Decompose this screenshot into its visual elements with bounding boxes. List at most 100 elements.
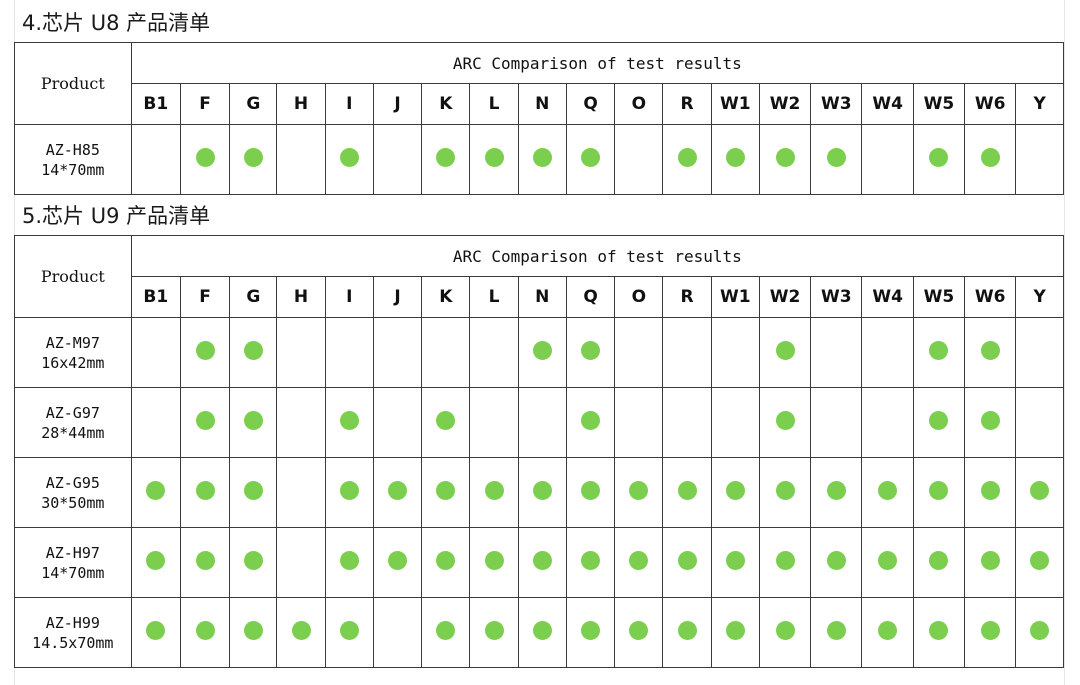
supported-dot-icon xyxy=(195,551,215,570)
supported-dot-icon xyxy=(243,341,263,360)
result-cell-w2 xyxy=(758,387,812,458)
supported-dot-icon xyxy=(532,148,552,167)
column-header-k: K xyxy=(421,276,471,318)
supported-dot-icon xyxy=(677,148,697,167)
result-cell-j xyxy=(372,387,423,458)
result-cell-r xyxy=(662,387,712,458)
section-title-u8: 4.芯片 U8 产品清单 xyxy=(22,11,211,35)
supported-dot-icon xyxy=(146,481,166,500)
supported-dot-icon xyxy=(929,341,949,360)
column-header-o: O xyxy=(614,83,664,125)
result-cell-w2 xyxy=(758,124,812,195)
table-row: AZ-G97 28*44mm xyxy=(14,387,1064,458)
section-title-u9: 5.芯片 U9 产品清单 xyxy=(22,204,211,228)
supported-dot-icon xyxy=(243,551,263,570)
column-header-w4: W4 xyxy=(861,83,914,125)
supported-dot-icon xyxy=(929,621,949,640)
result-cell-k xyxy=(421,457,471,528)
result-cell-i xyxy=(324,124,374,195)
result-cell-q xyxy=(565,124,616,195)
supported-dot-icon xyxy=(980,621,1000,640)
result-cell-q xyxy=(565,597,616,668)
result-cell-o xyxy=(614,527,664,598)
product-size: 16x42mm xyxy=(41,353,105,372)
result-cell-f xyxy=(179,387,231,458)
column-header-j: J xyxy=(372,83,423,125)
result-cell-w6 xyxy=(964,597,1017,668)
result-cell-w4 xyxy=(861,387,914,458)
supported-dot-icon xyxy=(436,411,456,430)
column-header-i: I xyxy=(324,276,374,318)
supported-dot-icon xyxy=(826,481,846,500)
result-cell-y xyxy=(1015,387,1064,458)
column-header-n: N xyxy=(517,276,567,318)
result-cell-w2 xyxy=(758,457,812,528)
product-model: AZ-H85 xyxy=(45,140,100,159)
result-cell-l xyxy=(469,527,519,598)
result-cell-k xyxy=(421,317,471,388)
product-model: AZ-M97 xyxy=(45,333,100,352)
column-header-r: R xyxy=(662,83,712,125)
product-size: 30*50mm xyxy=(41,493,105,512)
result-cell-w4 xyxy=(861,317,914,388)
result-cell-o xyxy=(614,597,664,668)
result-cell-i xyxy=(324,317,374,388)
column-header-f: F xyxy=(179,276,231,318)
result-cell-q xyxy=(565,317,616,388)
supported-dot-icon xyxy=(878,481,898,500)
product-model: AZ-H99 xyxy=(45,613,100,632)
supported-dot-icon xyxy=(436,481,456,500)
supported-dot-icon xyxy=(146,551,166,570)
column-header-w5: W5 xyxy=(912,83,966,125)
column-header-o: O xyxy=(614,276,664,318)
product-size: 14*70mm xyxy=(41,160,105,179)
supported-dot-icon xyxy=(484,481,504,500)
result-cell-w4 xyxy=(861,457,914,528)
product-cell: AZ-G97 28*44mm xyxy=(14,387,132,458)
product-model: AZ-G95 xyxy=(45,473,100,492)
supported-dot-icon xyxy=(388,551,408,570)
result-cell-q xyxy=(565,387,616,458)
result-cell-j xyxy=(372,527,423,598)
result-cell-w1 xyxy=(710,124,760,195)
result-cell-i xyxy=(324,597,374,668)
column-header-i: I xyxy=(324,83,374,125)
result-cell-l xyxy=(469,124,519,195)
supported-dot-icon xyxy=(629,481,649,500)
result-cell-o xyxy=(614,387,664,458)
comparison-caption: ARC Comparison of test results xyxy=(130,235,1065,277)
result-cell-i xyxy=(324,527,374,598)
column-header-w2: W2 xyxy=(758,83,812,125)
product-cell: AZ-H97 14*70mm xyxy=(14,527,132,598)
supported-dot-icon xyxy=(775,481,795,500)
supported-dot-icon xyxy=(195,481,215,500)
product-size: 14.5x70mm xyxy=(32,633,114,652)
supported-dot-icon xyxy=(532,621,552,640)
result-cell-w3 xyxy=(810,317,863,388)
result-cell-j xyxy=(372,124,423,195)
supported-dot-icon xyxy=(1030,621,1050,640)
supported-dot-icon xyxy=(484,551,504,570)
supported-dot-icon xyxy=(291,621,311,640)
result-cell-n xyxy=(517,597,567,668)
result-cell-w3 xyxy=(810,124,863,195)
result-cell-w2 xyxy=(758,527,812,598)
column-header-h: H xyxy=(276,83,326,125)
result-cell-g xyxy=(229,527,278,598)
result-cell-i xyxy=(324,457,374,528)
column-header-b1: B1 xyxy=(130,83,181,125)
result-cell-f xyxy=(179,317,231,388)
supported-dot-icon xyxy=(243,481,263,500)
supported-dot-icon xyxy=(826,621,846,640)
result-cell-y xyxy=(1015,527,1064,598)
product-cell: AZ-H85 14*70mm xyxy=(14,124,132,195)
result-cell-y xyxy=(1015,597,1064,668)
table-row: AZ-H97 14*70mm xyxy=(14,527,1064,598)
supported-dot-icon xyxy=(725,621,745,640)
result-cell-w5 xyxy=(912,527,966,598)
product-cell: AZ-G95 30*50mm xyxy=(14,457,132,528)
result-cell-g xyxy=(229,457,278,528)
supported-dot-icon xyxy=(929,148,949,167)
supported-dot-icon xyxy=(436,551,456,570)
result-cell-w6 xyxy=(964,457,1017,528)
